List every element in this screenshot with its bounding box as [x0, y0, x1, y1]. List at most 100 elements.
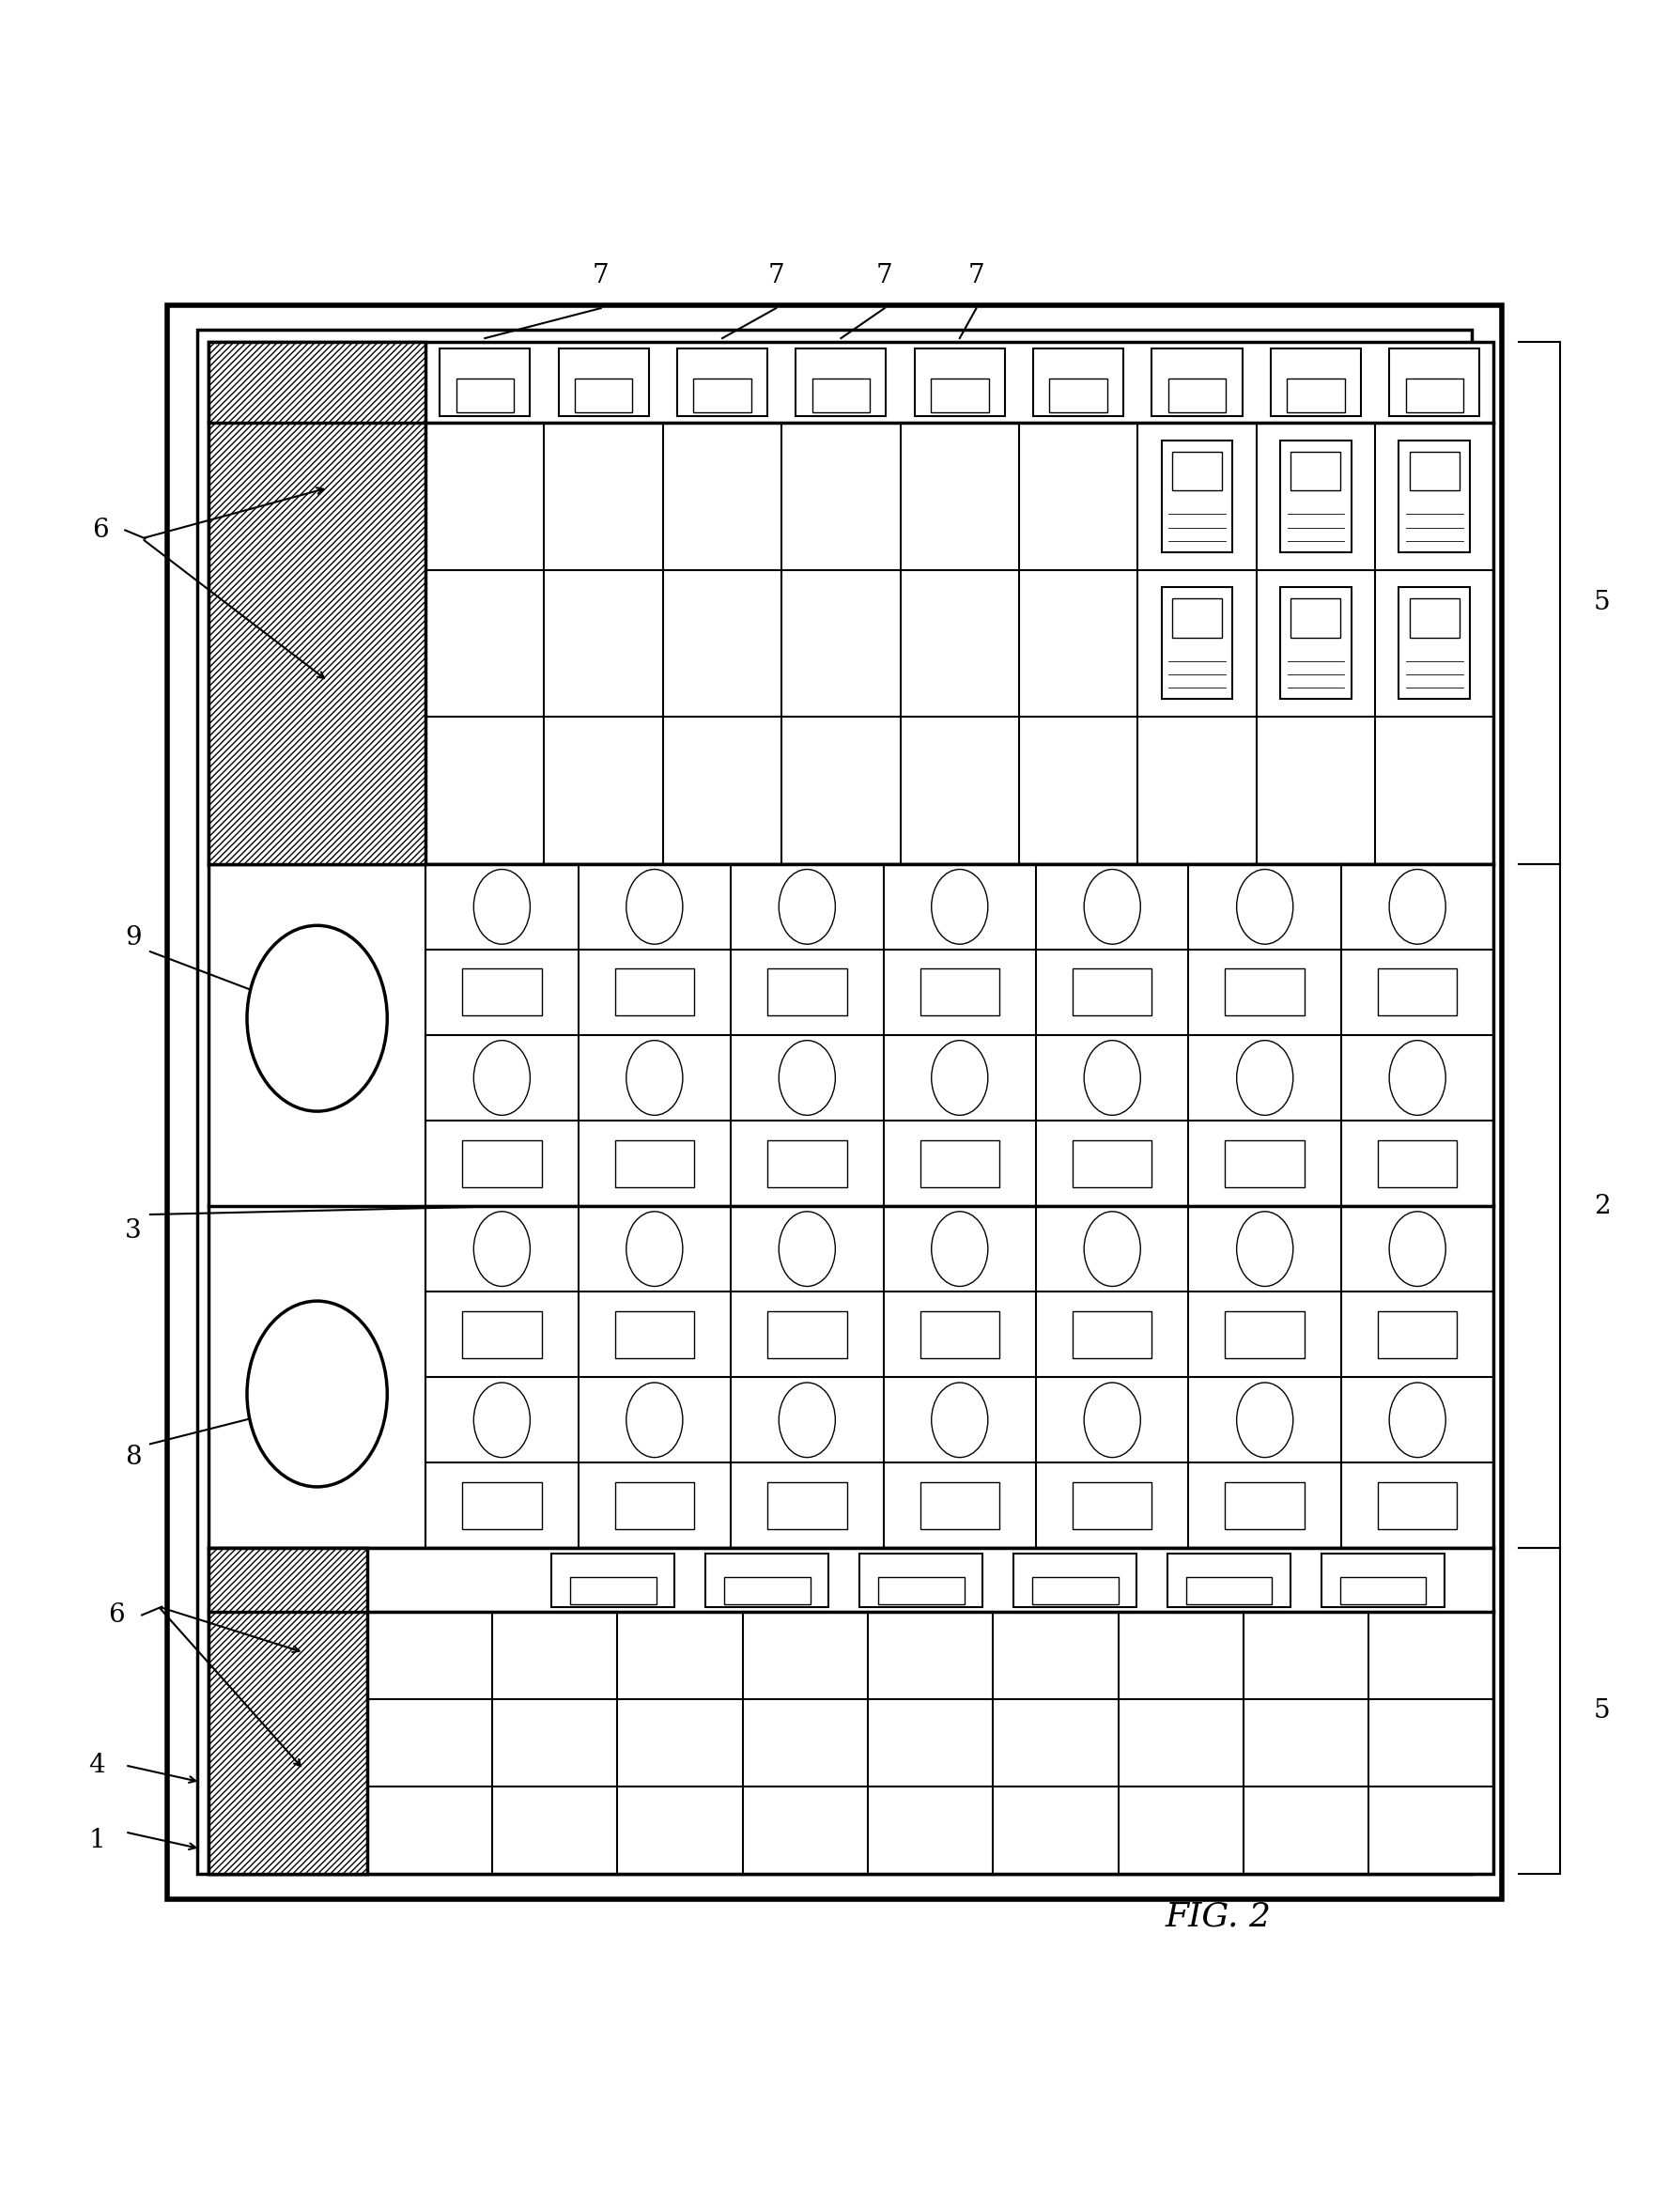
Bar	[1172, 599, 1222, 637]
Bar	[614, 1139, 694, 1188]
Bar	[706, 1553, 829, 1606]
Ellipse shape	[474, 1040, 531, 1115]
Bar	[571, 1577, 656, 1604]
Bar	[559, 347, 649, 416]
Bar	[768, 1482, 846, 1528]
Bar	[693, 378, 751, 414]
Bar	[1225, 1482, 1305, 1528]
Ellipse shape	[1085, 869, 1140, 945]
Bar	[920, 969, 1000, 1015]
Bar	[1290, 451, 1340, 491]
Text: 7: 7	[592, 263, 609, 288]
Bar	[1322, 1553, 1445, 1606]
Bar	[1152, 347, 1242, 416]
Bar	[462, 1139, 541, 1188]
Bar	[1287, 378, 1345, 414]
Ellipse shape	[779, 1040, 834, 1115]
Ellipse shape	[931, 869, 988, 945]
Ellipse shape	[247, 1301, 387, 1486]
Text: 7: 7	[768, 263, 784, 288]
Bar	[1379, 1482, 1457, 1528]
Ellipse shape	[931, 1212, 988, 1287]
Bar	[1033, 347, 1123, 416]
Text: 5: 5	[1594, 1699, 1611, 1723]
Ellipse shape	[1237, 1212, 1293, 1287]
Bar	[1379, 1139, 1457, 1188]
Text: 4: 4	[88, 1752, 105, 1778]
Bar	[1389, 347, 1479, 416]
Ellipse shape	[1237, 1040, 1293, 1115]
Text: 7: 7	[876, 263, 893, 288]
Bar	[931, 378, 988, 414]
Text: 5: 5	[1594, 591, 1611, 615]
Ellipse shape	[626, 869, 683, 945]
Bar	[678, 347, 768, 416]
Bar	[1410, 451, 1459, 491]
Text: FIG. 2: FIG. 2	[1165, 1900, 1272, 1933]
Bar	[1225, 1312, 1305, 1358]
Ellipse shape	[1389, 1382, 1445, 1458]
Bar	[209, 341, 1494, 865]
Ellipse shape	[474, 1382, 531, 1458]
Text: 7: 7	[968, 263, 985, 288]
Bar	[878, 1577, 965, 1604]
Text: 8: 8	[125, 1444, 142, 1471]
Text: 9: 9	[125, 925, 142, 951]
Bar	[768, 1312, 846, 1358]
Bar	[920, 1312, 1000, 1358]
Bar	[197, 330, 1472, 1874]
Bar	[1187, 1577, 1272, 1604]
Ellipse shape	[1389, 1212, 1445, 1287]
Ellipse shape	[931, 1040, 988, 1115]
Text: 6: 6	[92, 518, 108, 542]
Bar	[1379, 1312, 1457, 1358]
Ellipse shape	[626, 1040, 683, 1115]
Bar	[209, 1548, 1494, 1874]
Bar	[1013, 1553, 1137, 1606]
Ellipse shape	[1237, 869, 1293, 945]
Bar	[768, 1139, 846, 1188]
Bar	[1073, 1482, 1152, 1528]
Bar	[1399, 440, 1470, 553]
Bar	[441, 347, 531, 416]
Bar	[1050, 378, 1107, 414]
Bar	[167, 305, 1502, 1898]
Bar	[1405, 378, 1464, 414]
Bar	[1280, 588, 1352, 699]
Bar	[1280, 440, 1352, 553]
Bar	[614, 1312, 694, 1358]
Bar	[1270, 347, 1360, 416]
Bar	[724, 1577, 809, 1604]
Bar	[1031, 1577, 1118, 1604]
Ellipse shape	[779, 869, 834, 945]
Bar	[915, 347, 1005, 416]
Bar	[209, 1548, 367, 1874]
Bar	[1290, 599, 1340, 637]
Bar	[768, 969, 846, 1015]
Bar	[551, 1553, 674, 1606]
Ellipse shape	[626, 1382, 683, 1458]
Bar	[1168, 378, 1227, 414]
Ellipse shape	[1389, 1040, 1445, 1115]
Bar	[860, 1553, 983, 1606]
Bar	[796, 347, 886, 416]
Bar	[462, 1312, 541, 1358]
Bar	[209, 341, 426, 865]
Ellipse shape	[1389, 869, 1445, 945]
Ellipse shape	[474, 869, 531, 945]
Bar	[1172, 451, 1222, 491]
Bar	[1167, 1553, 1290, 1606]
Text: 2: 2	[1594, 1194, 1611, 1219]
Bar	[1379, 969, 1457, 1015]
Ellipse shape	[1237, 1382, 1293, 1458]
Text: 6: 6	[108, 1601, 125, 1628]
Bar	[920, 1139, 1000, 1188]
Bar	[920, 1482, 1000, 1528]
Text: 1: 1	[88, 1827, 105, 1854]
Bar	[614, 969, 694, 1015]
Bar	[209, 865, 1494, 1548]
Bar	[1340, 1577, 1425, 1604]
Bar	[1399, 588, 1470, 699]
Bar	[462, 969, 541, 1015]
Bar	[1073, 1312, 1152, 1358]
